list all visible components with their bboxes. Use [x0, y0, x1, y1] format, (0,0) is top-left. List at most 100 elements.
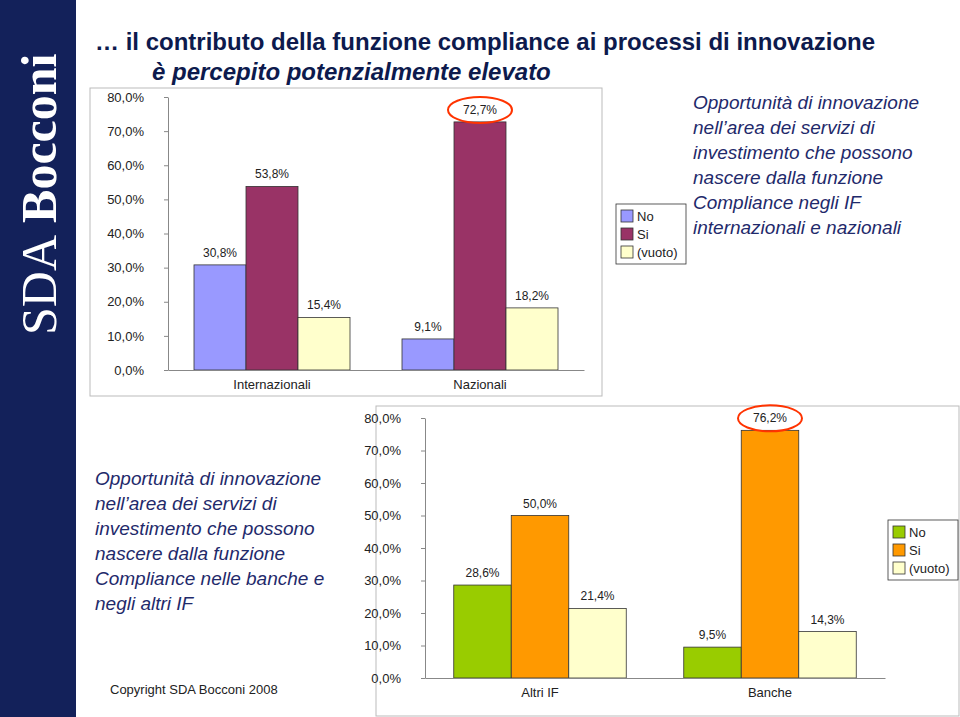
y-tick-mark	[164, 199, 168, 200]
x-tick-label: Altri IF	[521, 685, 559, 700]
data-label: 18,2%	[515, 289, 549, 303]
legend: No Si (vuoto)	[616, 204, 686, 264]
y-tick: 10,0%	[364, 638, 425, 653]
y-tick-mark	[421, 483, 425, 484]
y-tick-label: 10,0%	[107, 329, 144, 344]
y-tick-mark	[421, 516, 425, 517]
header-title: è percepito potenzialmente elevato	[152, 58, 551, 86]
data-label: 53,8%	[255, 167, 289, 181]
bar	[454, 122, 506, 370]
y-tick-mark	[421, 418, 425, 419]
legend: No Si (vuoto)	[888, 520, 958, 580]
chart-frame	[90, 88, 602, 396]
legend-label: No	[909, 525, 926, 540]
y-tick: 50,0%	[364, 508, 425, 523]
y-tick: 20,0%	[364, 606, 425, 621]
data-label: 9,1%	[414, 320, 442, 334]
y-tick-label: 40,0%	[107, 226, 144, 241]
y-tick-mark	[164, 370, 168, 371]
data-labels: 30,8%9,1%53,8%72,7%15,4%18,2%	[203, 103, 549, 334]
y-tick-label: 0,0%	[114, 363, 144, 378]
y-tick-mark	[421, 678, 425, 679]
bar	[298, 317, 350, 370]
y-tick-label: 40,0%	[364, 541, 401, 556]
header-title: … il contributo della funzione complianc…	[95, 28, 875, 56]
data-label: 30,8%	[203, 246, 237, 260]
bar	[741, 430, 799, 678]
data-label: 72,7%	[463, 103, 497, 117]
y-tick: 80,0%	[107, 90, 168, 105]
y-tick: 70,0%	[364, 443, 425, 458]
x-axis-line	[426, 678, 886, 679]
y-tick-label: 50,0%	[364, 508, 401, 523]
data-label: 50,0%	[523, 497, 557, 511]
chart-title: Opportunità di innovazione nell’area dei…	[693, 90, 948, 240]
highlight	[448, 97, 512, 123]
legend-label: (vuoto)	[909, 561, 949, 576]
legend-label: Si	[637, 227, 649, 242]
x-axis-line	[169, 370, 585, 371]
legend-label: Si	[909, 543, 921, 558]
y-axis-line	[168, 98, 169, 371]
bar	[194, 265, 246, 370]
x-tick: Altri IF	[521, 678, 559, 700]
y-tick-label: 30,0%	[364, 573, 401, 588]
x-axis: Internazionali Nazionali	[169, 370, 585, 392]
y-tick: 60,0%	[107, 158, 168, 173]
y-tick-label: 80,0%	[364, 411, 401, 426]
bar	[454, 585, 512, 678]
y-tick: 0,0%	[114, 363, 168, 378]
legend-swatch	[893, 562, 905, 574]
y-tick-label: 60,0%	[364, 476, 401, 491]
legend-swatch	[893, 544, 905, 556]
y-tick: 50,0%	[107, 192, 168, 207]
legend-box	[616, 204, 686, 264]
y-tick-mark	[164, 97, 168, 98]
x-tick: Banche	[748, 678, 792, 700]
y-tick-mark	[164, 302, 168, 303]
y-tick-mark	[421, 548, 425, 549]
y-tick-mark	[164, 131, 168, 132]
y-tick-label: 70,0%	[107, 124, 144, 139]
y-tick-mark	[164, 234, 168, 235]
x-tick-label: Internazionali	[233, 377, 310, 392]
y-tick-mark	[421, 613, 425, 614]
y-tick-label: 10,0%	[364, 638, 401, 653]
y-tick-label: 70,0%	[364, 443, 401, 458]
y-tick: 0,0%	[371, 671, 425, 686]
chart: 30,8%9,1%53,8%72,7%15,4%18,2%0,0%10,0%20…	[90, 88, 686, 396]
y-tick: 10,0%	[107, 329, 168, 344]
y-tick-mark	[164, 268, 168, 269]
data-label: 21,4%	[580, 589, 614, 603]
y-tick: 20,0%	[107, 294, 168, 309]
y-axis: 0,0% 10,0% 20,0% 30,0% 40,0% 50,0% 60,0% 70,0% 8…	[364, 411, 425, 686]
x-tick: Nazionali	[453, 370, 507, 392]
highlight	[738, 405, 802, 431]
y-tick-label: 20,0%	[107, 294, 144, 309]
chart-frame	[376, 406, 959, 716]
y-tick: 30,0%	[364, 573, 425, 588]
y-tick: 80,0%	[364, 411, 425, 426]
x-tick: Internazionali	[233, 370, 310, 392]
y-tick: 30,0%	[107, 260, 168, 275]
y-tick-label: 20,0%	[364, 606, 401, 621]
y-tick: 70,0%	[107, 124, 168, 139]
y-tick-mark	[164, 165, 168, 166]
bar	[402, 339, 454, 370]
bar	[246, 186, 298, 370]
chart: 28,6%9,5%50,0%76,2%21,4%14,3%0,0%10,0%20…	[364, 405, 959, 716]
page: SDABocconi30,8%9,1%53,8%72,7%15,4%18,2%0…	[0, 0, 960, 717]
legend-label: (vuoto)	[637, 245, 677, 260]
bar	[569, 608, 627, 678]
bars	[454, 430, 857, 678]
y-tick: 60,0%	[364, 476, 425, 491]
data-label: 9,5%	[699, 628, 727, 642]
legend-swatch	[621, 246, 633, 258]
branding: SDABocconi	[11, 53, 67, 335]
legend-label: No	[637, 209, 654, 224]
data-label: 14,3%	[810, 613, 844, 627]
legend-swatch	[621, 228, 633, 240]
sidebar	[0, 0, 76, 717]
legend-swatch	[893, 526, 905, 538]
y-axis-line	[425, 419, 426, 679]
